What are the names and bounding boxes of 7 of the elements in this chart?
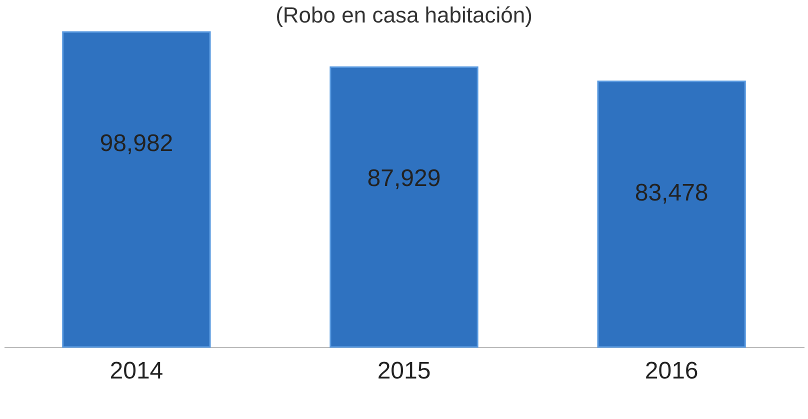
x-tick-label: 2016 (644, 358, 698, 384)
chart-subtitle: (Robo en casa habitación) (276, 2, 532, 28)
x-tick-label: 2014 (110, 358, 164, 384)
data-label: 83,478 (634, 179, 708, 206)
data-label: 98,982 (100, 130, 174, 157)
x-tick-label: 2015 (377, 358, 431, 384)
data-label: 87,929 (367, 165, 441, 192)
